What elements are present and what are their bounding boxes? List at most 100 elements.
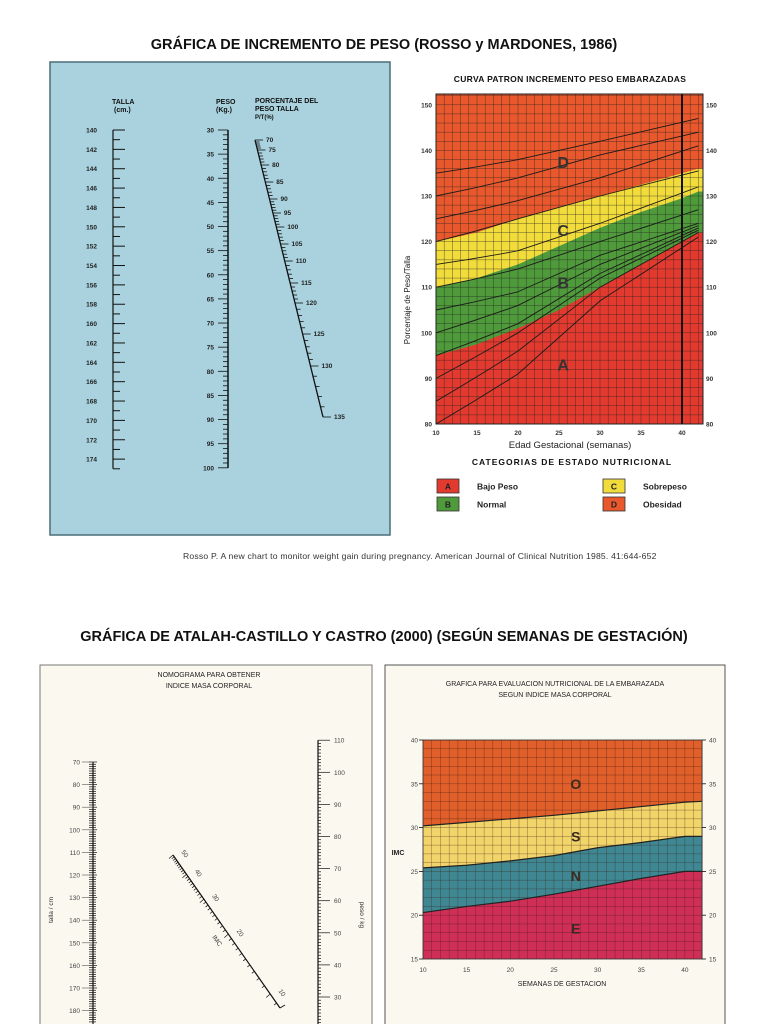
x-tick-label: 10 (419, 967, 427, 974)
talla-tick-label: 160 (69, 963, 80, 970)
y-tick-label-right: 150 (706, 102, 717, 109)
y-tick-label-right: 130 (706, 194, 717, 201)
imc-tick (199, 898, 205, 903)
peso-tick-label: 100 (334, 770, 345, 777)
peso-tick-label: 30 (207, 128, 215, 135)
y-tick-label-left: 140 (421, 148, 432, 155)
legend-swatch-D (602, 496, 626, 512)
chart-title: GRAFICA PARA EVALUACION NUTRICIONAL DE L… (446, 681, 665, 688)
imc-tick (261, 985, 265, 989)
imc-tick (231, 942, 235, 946)
region-label-N: N (571, 868, 581, 884)
imc-tick (224, 933, 229, 938)
region-label-B: B (557, 276, 569, 293)
imc-scale-end (279, 1004, 286, 1009)
peso-tick-label: 90 (334, 802, 342, 809)
peso-tick-label: 50 (334, 930, 342, 937)
y-tick-label-left: 150 (421, 102, 432, 109)
imc-tick (190, 883, 194, 886)
peso-tick-label: 30 (334, 995, 342, 1002)
legend-title: CATEGORIAS DE ESTADO NUTRICIONAL (472, 457, 672, 467)
y-tick-label-left: 90 (425, 376, 433, 383)
peso-tick-label: 50 (207, 224, 215, 231)
talla-label: TALLA (112, 99, 134, 106)
section-title-rosso: GRÁFICA DE INCREMENTO DE PESO (ROSSO y M… (150, 37, 618, 53)
talla-tick-label: 148 (86, 205, 97, 212)
imc-tick (199, 896, 203, 899)
peso-axis-label: peso / kg (358, 902, 365, 929)
y-tick-label-right: 30 (709, 825, 717, 832)
y-tick-label-left: 20 (411, 913, 419, 920)
y-tick-label-right: 120 (706, 239, 717, 246)
section-title-atalah: GRÁFICA DE ATALAH-CASTILLO Y CASTRO (200… (80, 629, 688, 645)
imc-tick (175, 861, 179, 865)
pt-label: PESO TALLA (255, 106, 299, 113)
imc-tick (242, 958, 246, 962)
y-tick-label-left: 40 (411, 738, 419, 745)
talla-tick-label: 142 (86, 147, 97, 154)
reference-curve-105 (435, 222, 699, 311)
talla-tick-label: 150 (86, 224, 97, 231)
x-axis-label: SEMANAS DE GESTACION (518, 981, 607, 988)
y-tick-label-right: 20 (709, 913, 717, 920)
peso-tick-label: 60 (334, 898, 342, 905)
region-label-D: D (557, 155, 569, 172)
reference-curve-80 (435, 236, 699, 425)
imc-tick (207, 907, 211, 911)
imc-tick (256, 977, 260, 981)
peso-tick-label: 55 (207, 248, 215, 255)
peso-tick-label: 110 (334, 738, 345, 745)
imc-tick (239, 953, 243, 956)
talla-tick-label: 170 (69, 986, 80, 993)
pt-tick-label: 110 (296, 258, 307, 265)
talla-tick-label: 160 (86, 321, 97, 328)
x-tick-label: 15 (473, 430, 481, 437)
y-tick-label-left: 120 (421, 239, 432, 246)
x-tick-label: 20 (507, 967, 515, 974)
peso-tick-label: 80 (207, 369, 215, 376)
imc-tick (179, 867, 183, 871)
reference-curve-95 (435, 227, 699, 357)
imc-tick (191, 885, 195, 889)
talla-tick-label: 146 (86, 186, 97, 193)
pt-tick-label: 135 (334, 414, 345, 421)
talla-tick-label: 166 (86, 379, 97, 386)
pt-tick-label: 120 (306, 300, 317, 307)
legend-label: Sobrepeso (643, 482, 687, 492)
pt-tick-label: 115 (301, 280, 312, 287)
imc-tick (251, 971, 255, 974)
boundary-S_O (422, 800, 703, 827)
imc-tick (186, 878, 190, 881)
imc-tick (174, 860, 177, 863)
imc-tick (197, 893, 201, 896)
peso-label: PESO (216, 99, 236, 106)
x-tick-label: 35 (638, 967, 646, 974)
nomogram-rosso-panel (49, 61, 391, 536)
chart-subtitle: SEGUN INDICE MASA CORPORAL (498, 692, 611, 699)
region-label-C: C (557, 223, 569, 240)
talla-axis-label: talla / cm (48, 897, 55, 923)
talla-tick-label: 152 (86, 244, 97, 251)
region-label-A: A (557, 358, 569, 375)
reference-curve-110 (435, 209, 699, 288)
imc-tick (222, 929, 226, 933)
nomogram-title: INDICE MASA CORPORAL (166, 683, 252, 690)
peso-tick-label: 35 (207, 152, 215, 159)
imc-tick-label: 50 (179, 849, 189, 859)
peso-tick-label: 65 (207, 296, 215, 303)
peso-tick-label: 100 (203, 465, 214, 472)
imc-tick (168, 854, 174, 859)
x-tick-label: 40 (678, 430, 686, 437)
reference-curve-135 (435, 118, 699, 174)
x-tick-label: 30 (596, 430, 604, 437)
talla-tick-label: 156 (86, 282, 97, 289)
plot-frame (422, 739, 703, 960)
y-tick-label-right: 35 (709, 781, 717, 788)
x-tick-label: 25 (555, 430, 563, 437)
imc-tick (247, 964, 251, 968)
imc-tick-label: 40 (193, 868, 203, 878)
imc-tick (176, 863, 180, 867)
peso-tick-label: 60 (207, 272, 215, 279)
talla-tick-label: 130 (69, 895, 80, 902)
